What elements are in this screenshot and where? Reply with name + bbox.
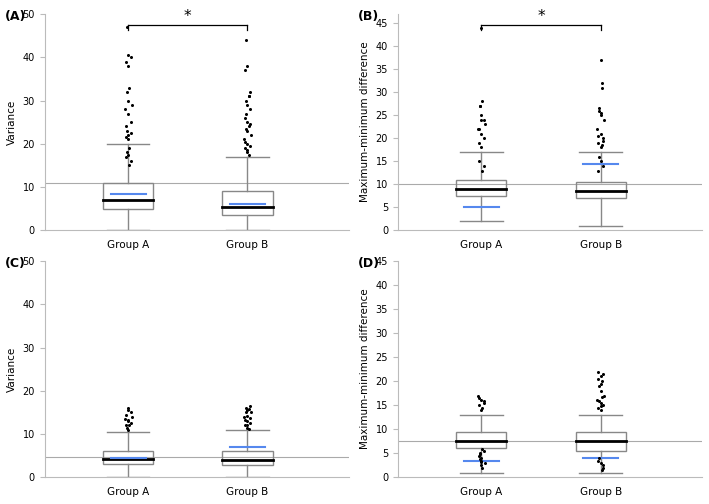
Bar: [576, 182, 625, 198]
Bar: [103, 452, 153, 464]
Bar: [223, 192, 272, 215]
Bar: [456, 431, 506, 449]
Text: (B): (B): [358, 10, 379, 23]
Bar: [223, 452, 272, 465]
Y-axis label: Variance: Variance: [7, 100, 17, 145]
Text: *: *: [537, 9, 545, 24]
Bar: [576, 431, 625, 451]
Y-axis label: Variance: Variance: [7, 347, 17, 392]
Text: *: *: [184, 9, 191, 24]
Y-axis label: Maximum-minimum difference: Maximum-minimum difference: [360, 42, 370, 203]
Text: (A): (A): [5, 10, 26, 23]
Bar: [456, 180, 506, 196]
Y-axis label: Maximum-minimum difference: Maximum-minimum difference: [360, 289, 370, 450]
Bar: [103, 183, 153, 209]
Text: (D): (D): [358, 257, 380, 270]
Text: (C): (C): [5, 257, 26, 270]
